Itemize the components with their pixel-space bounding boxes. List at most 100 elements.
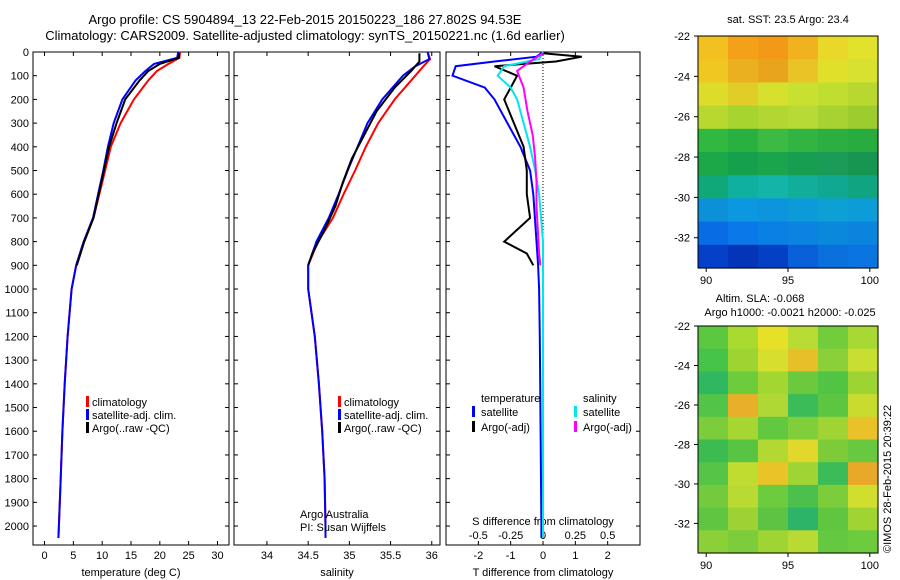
series-line-salinity-satellite	[496, 51, 544, 538]
x-tick-label: 34	[261, 550, 273, 562]
credit-organisation: Argo Australia	[300, 509, 369, 521]
y-tick-label: 800	[11, 237, 29, 249]
map-cell	[848, 244, 879, 269]
map-cell	[818, 416, 849, 441]
map-cell	[848, 416, 879, 441]
map-cell	[818, 484, 849, 509]
series-line-satellite-adj-clim-	[57, 51, 180, 538]
map-cell	[728, 36, 759, 60]
x-tick-label: 5	[70, 550, 76, 562]
map-cell	[818, 530, 849, 554]
map-cell	[698, 462, 729, 486]
map-cell	[758, 198, 789, 223]
map-cell	[728, 244, 759, 269]
map-x-tick-label: 90	[700, 275, 712, 287]
map-cell	[698, 128, 729, 153]
map-x-tick-label: 95	[782, 560, 794, 572]
y-tick-label: 500	[11, 166, 29, 178]
y-tick-label: 1200	[5, 331, 29, 343]
y-tick-label: 900	[11, 260, 29, 272]
x-tick-label: 0	[41, 550, 47, 562]
map-cell	[788, 371, 819, 395]
map-cell	[758, 326, 789, 350]
map-cell	[788, 221, 819, 246]
map-cell	[848, 326, 879, 350]
y-tick-label: 1300	[5, 355, 29, 367]
map-cell	[818, 439, 849, 463]
map-cell	[758, 416, 789, 441]
map-cell	[788, 484, 819, 509]
map-cell	[728, 82, 759, 107]
map-cell	[818, 326, 849, 350]
map-cell	[788, 507, 819, 531]
legend-label-s-argo: Argo(-adj)	[583, 422, 632, 434]
y-tick-label: 1500	[5, 403, 29, 415]
map-cell	[848, 462, 879, 486]
map-y-tick-label: -30	[674, 192, 690, 204]
legend-swatch-t-argo	[472, 421, 475, 432]
y-tick-label: 1100	[5, 308, 29, 320]
x-tick-label: 34.5	[297, 550, 318, 562]
map-cell	[698, 394, 729, 418]
map-cell	[788, 244, 819, 269]
sst-map-panel: -22 -24 -26 -28 -30 -32 90 95 100	[674, 31, 879, 287]
x-tick-label: 36	[426, 550, 438, 562]
map-cell	[848, 82, 879, 107]
s-diff-tick-label: -0.5	[469, 530, 488, 542]
map-cell	[818, 348, 849, 372]
legend-label-climatology: climatology	[344, 397, 400, 409]
s-diff-tick-label: 0.25	[565, 530, 586, 542]
map-cell	[698, 198, 729, 223]
plot-frame	[32, 51, 230, 546]
map-cell	[698, 348, 729, 372]
map-x-tick-label: 95	[782, 275, 794, 287]
map-cell	[788, 36, 819, 60]
figure-title-line1: Argo profile: CS 5904894_13 22-Feb-2015 …	[88, 12, 522, 27]
map-cell	[758, 507, 789, 531]
imos-timestamp: ©IMOS 28-Feb-2015 20:39:22	[882, 404, 894, 553]
temperature-profile-panel: 0100200300400500600700800900100011001200…	[5, 47, 230, 579]
sla-map-title: Altim. SLA: -0.068	[716, 293, 805, 305]
legend-swatch-argo	[338, 422, 341, 433]
map-cell	[728, 105, 759, 130]
map-cell	[758, 82, 789, 107]
map-cell	[818, 59, 849, 83]
map-cell	[728, 507, 759, 531]
series-line-salinity-argo-adj-	[515, 52, 544, 266]
map-cell	[818, 394, 849, 418]
map-cell	[728, 326, 759, 350]
map-cell	[818, 244, 849, 269]
map-cell	[758, 348, 789, 372]
map-cell	[848, 439, 879, 463]
map-cell	[818, 128, 849, 153]
map-cell	[818, 175, 849, 199]
map-cell	[788, 462, 819, 486]
map-cell	[758, 530, 789, 554]
x-tick-label: 20	[154, 550, 166, 562]
map-cell	[698, 439, 729, 463]
legend-swatch-argo	[86, 422, 89, 433]
map-cell	[818, 105, 849, 130]
map-cell	[698, 82, 729, 107]
map-cell	[848, 530, 879, 554]
y-tick-label: 1700	[5, 450, 29, 462]
legend-swatch-satellite	[86, 409, 89, 420]
map-y-tick-label: -28	[674, 152, 690, 164]
map-cell	[848, 371, 879, 395]
x-tick-label: -1	[506, 550, 516, 562]
map-cell	[788, 105, 819, 130]
map-cell	[848, 198, 879, 223]
map-cell	[788, 394, 819, 418]
legend-swatch-climatology	[338, 396, 341, 407]
map-y-tick-label: -26	[674, 400, 690, 412]
y-tick-label: 1800	[5, 474, 29, 486]
map-cell	[788, 59, 819, 83]
map-cell	[788, 82, 819, 107]
map-cell	[698, 244, 729, 269]
x-axis-label: T difference from climatology	[473, 567, 614, 579]
map-y-tick-label: -26	[674, 112, 690, 124]
map-cell	[848, 507, 879, 531]
sla-map-panel: -22 -24 -26 -28 -30 -32 90 95 100	[674, 321, 879, 572]
map-cell	[728, 439, 759, 463]
